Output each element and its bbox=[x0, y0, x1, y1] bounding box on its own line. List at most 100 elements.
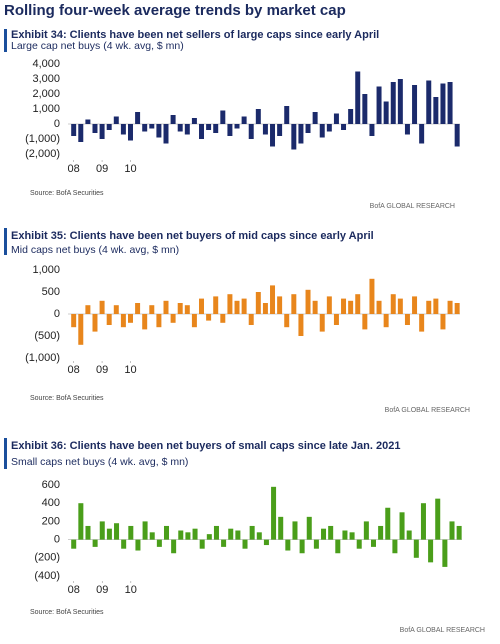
bar bbox=[328, 525, 334, 540]
bar bbox=[213, 296, 219, 314]
bar bbox=[163, 525, 170, 540]
bar bbox=[78, 314, 84, 345]
bar bbox=[206, 124, 212, 130]
bar bbox=[454, 124, 460, 147]
bar bbox=[376, 300, 382, 314]
bar bbox=[262, 124, 268, 135]
bar bbox=[263, 539, 269, 546]
bar bbox=[92, 539, 98, 547]
bar bbox=[156, 539, 162, 547]
bar bbox=[156, 124, 162, 138]
x-tick-label: 10 bbox=[124, 163, 136, 175]
bar bbox=[128, 525, 134, 540]
bar bbox=[206, 534, 212, 540]
y-tick-label: 500 bbox=[42, 286, 60, 298]
bar bbox=[228, 528, 234, 540]
bar bbox=[92, 124, 98, 133]
bar bbox=[234, 300, 240, 314]
chart-title: Exhibit 34: Clients have been net seller… bbox=[11, 29, 379, 41]
note: BofA GLOBAL RESEARCH bbox=[370, 203, 455, 210]
bar bbox=[248, 314, 254, 325]
bar bbox=[285, 539, 291, 551]
bar bbox=[397, 298, 403, 314]
bar bbox=[120, 124, 126, 135]
bar bbox=[319, 314, 325, 332]
bar bbox=[305, 124, 311, 133]
bar bbox=[177, 124, 183, 132]
bar bbox=[163, 124, 169, 144]
y-tick-label: 0 bbox=[54, 118, 60, 130]
x-tick-label: 09 bbox=[96, 584, 108, 596]
bar bbox=[170, 314, 176, 323]
header-bar bbox=[4, 228, 7, 255]
bar bbox=[447, 300, 453, 314]
bar bbox=[177, 303, 183, 314]
y-tick-label: 200 bbox=[42, 515, 60, 527]
bar bbox=[306, 516, 312, 540]
y-tick-label: 400 bbox=[42, 497, 60, 509]
bar bbox=[85, 525, 91, 540]
bar bbox=[299, 539, 305, 554]
bar bbox=[447, 82, 453, 124]
bar bbox=[355, 71, 361, 124]
bar bbox=[321, 528, 327, 540]
bar bbox=[369, 278, 375, 314]
bar bbox=[270, 285, 276, 314]
bar bbox=[433, 97, 439, 124]
bar bbox=[249, 525, 255, 540]
bar bbox=[392, 539, 398, 554]
chart-subtitle: Small caps net buys (4 wk. avg, $ mn) bbox=[11, 456, 188, 468]
bar bbox=[428, 539, 434, 563]
bar bbox=[298, 314, 304, 336]
bar bbox=[341, 298, 347, 314]
bar bbox=[348, 109, 354, 124]
bar bbox=[376, 86, 382, 124]
bar bbox=[335, 539, 341, 554]
bar bbox=[135, 112, 141, 124]
bar bbox=[199, 124, 205, 139]
bar bbox=[362, 94, 368, 124]
y-tick-label: (1,000) bbox=[25, 352, 60, 364]
bar bbox=[227, 294, 233, 314]
page-title: Rolling four-week average trends by mark… bbox=[4, 2, 346, 19]
bar bbox=[235, 530, 241, 540]
bar bbox=[412, 296, 418, 314]
bar bbox=[292, 521, 298, 540]
bar bbox=[92, 314, 98, 332]
bar bbox=[113, 305, 119, 314]
x-tick-label: 08 bbox=[68, 163, 80, 175]
x-tick-label: 08 bbox=[68, 364, 80, 376]
chart-title: Exhibit 36: Clients have been net buyers… bbox=[11, 440, 400, 452]
bar bbox=[420, 503, 426, 540]
bar bbox=[383, 101, 389, 124]
bar bbox=[404, 124, 410, 135]
bar bbox=[291, 294, 297, 314]
bar bbox=[199, 298, 205, 314]
bar bbox=[355, 294, 361, 314]
bar bbox=[85, 305, 91, 314]
bar bbox=[99, 521, 105, 540]
bar bbox=[440, 83, 446, 124]
y-tick-label: 4,000 bbox=[32, 58, 60, 70]
bar bbox=[456, 525, 462, 540]
bar bbox=[426, 300, 432, 314]
bar bbox=[271, 486, 277, 540]
bar bbox=[399, 512, 405, 540]
bar bbox=[284, 314, 290, 328]
bar bbox=[78, 124, 84, 142]
y-tick-label: 600 bbox=[42, 479, 60, 491]
bar bbox=[277, 296, 283, 314]
bar bbox=[326, 124, 332, 132]
source: Source: BofA Securities bbox=[30, 609, 104, 616]
bar bbox=[113, 116, 119, 124]
bar bbox=[248, 124, 254, 139]
bar bbox=[342, 530, 348, 540]
bar bbox=[419, 124, 425, 144]
y-tick-label: 0 bbox=[54, 534, 60, 546]
bar bbox=[284, 106, 290, 124]
y-tick-label: 3,000 bbox=[32, 73, 60, 85]
bar bbox=[440, 314, 446, 330]
y-tick-label: 0 bbox=[54, 308, 60, 320]
bar bbox=[127, 124, 133, 141]
bar bbox=[363, 521, 369, 540]
